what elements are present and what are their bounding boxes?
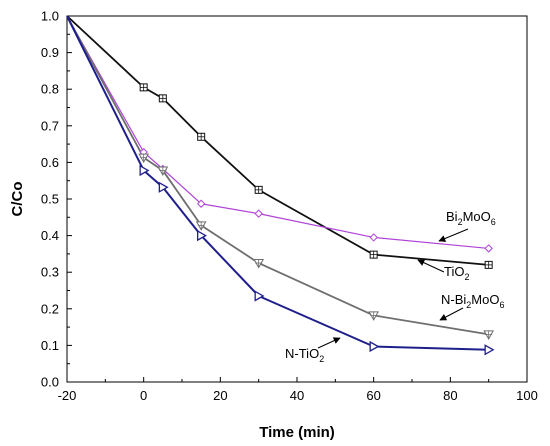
y-tick-label: 0.2 [41,301,59,316]
y-tick-label: 0.5 [41,192,59,207]
data-point [369,250,378,259]
data-point [196,199,206,208]
data-point [253,259,265,269]
data-point [484,260,493,269]
series-label-n-tio2: N-TiO2 [285,346,324,364]
data-point [484,244,493,253]
axis-ticks: -20 0 20 40 60 80 100 0.0 0.1 0.2 0.3 0.4 0.5 0.6 0.7 0… [41,9,538,404]
x-tick-label: 40 [290,388,304,403]
y-tick-label: 0.3 [41,265,59,280]
x-axis-title: Time (min) [259,424,335,441]
series-lines [66,15,489,351]
data-point [254,209,263,218]
data-point [484,344,495,356]
y-tick-label: 0.7 [41,118,59,133]
y-tick-label: 0.6 [41,155,59,170]
data-point [138,153,150,164]
data-point [369,340,380,353]
y-tick-label: 0.4 [41,228,59,243]
series-label-bi2moo6: Bi2MoO6 [446,209,496,227]
x-tick-label: 100 [516,388,538,403]
y-tick-label: 0.0 [41,375,59,390]
series-arrow-tio2 [417,259,445,273]
series-line-n-bi2moo6 [66,15,489,336]
data-point [157,166,169,176]
x-tick-label: 20 [213,388,227,403]
data-point [195,221,207,231]
series-line-n-tio2 [66,15,489,351]
data-point [368,311,380,321]
series-arrow-n-tio2 [317,337,341,349]
data-point [254,185,263,194]
y-tick-label: 0.8 [41,82,59,97]
series-line-tio2 [66,15,489,266]
data-point [483,330,495,340]
y-tick-label: 1.0 [41,9,59,24]
x-tick-label: 80 [443,388,457,403]
data-point [158,181,169,193]
y-tick-label: 0.9 [41,45,59,60]
data-point [254,290,265,302]
y-tick-label: 0.1 [41,338,59,353]
series-arrow-n-bi2moo6 [439,307,464,321]
data-point [158,94,167,103]
y-axis-title: C/Co [9,182,26,217]
data-point [139,164,150,177]
series-arrow-bi2moo6 [438,228,469,242]
data-point [139,83,148,92]
x-tick-label: -20 [58,388,77,403]
x-tick-label: 60 [366,388,380,403]
plot-frame [66,15,528,383]
data-point [197,132,206,141]
series-annotations: TiO2 Bi2MoO6 N-Bi2MoO6 N-TiO2 [285,209,504,364]
series-markers [138,83,495,356]
data-point [369,233,378,242]
x-tick-label: 0 [140,388,147,403]
series-label-tio2: TiO2 [444,264,469,282]
data-point [197,229,207,242]
series-label-n-bi2moo6: N-Bi2MoO6 [441,292,504,310]
